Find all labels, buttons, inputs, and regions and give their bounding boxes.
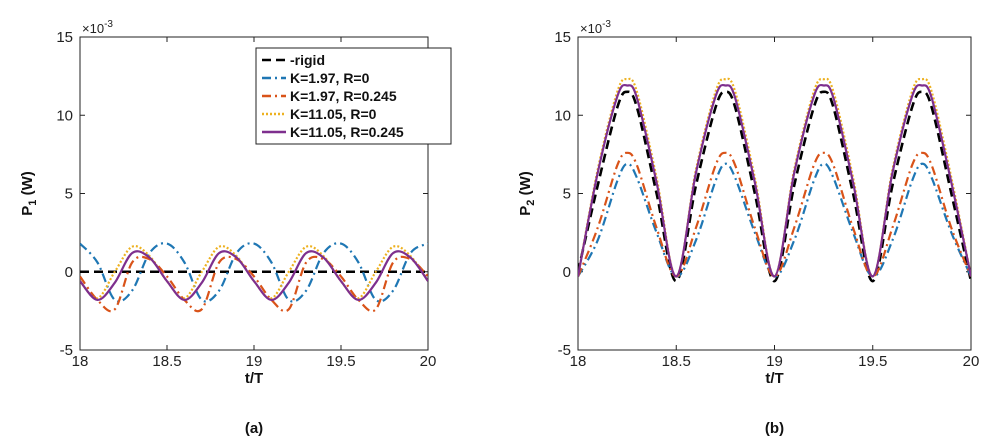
x-tick-label: 19.5 [858, 353, 887, 370]
series-line-3 [80, 255, 428, 313]
y-tick-label: 10 [554, 107, 571, 124]
chart-panel-a: 18 18.5 19 19.5 20 -5 0 5 10 15 ×10-3 t/T P1 (W) -rig… [19, 19, 452, 437]
y-tick-label: -5 [558, 342, 571, 359]
y-tick-label: 15 [56, 29, 73, 46]
series-line-5 [578, 83, 971, 278]
series-group [80, 242, 428, 313]
x-tick-label: 19 [246, 353, 263, 370]
x-axis-label: t/T [245, 370, 263, 387]
x-tick-label: 19.5 [326, 353, 355, 370]
y-tick-label: 0 [563, 264, 571, 281]
x-tick-label: 20 [420, 353, 437, 370]
y-tick-label: 5 [563, 186, 571, 203]
y-tick-label: 0 [65, 264, 73, 281]
series-line-1 [578, 90, 971, 283]
series-line-5 [80, 250, 428, 302]
y-axis-label-unit: (W) [19, 171, 36, 199]
y-axis-label-subscript: 2 [525, 200, 537, 206]
y-axis-label-unit: (W) [517, 171, 534, 199]
x-tick-label: 20 [963, 353, 980, 370]
legend-entry: K=1.97, R=0 [290, 70, 370, 86]
x-tick-label: 18 [570, 353, 587, 370]
y-tick-label: 10 [56, 107, 73, 124]
legend-entry: K=11.05, R=0.245 [290, 124, 404, 140]
y-multiplier-exponent: -3 [104, 19, 113, 30]
x-tick-label: 19 [766, 353, 783, 370]
x-tick-label: 18 [72, 353, 89, 370]
legend-box [255, 47, 452, 145]
series-line-2 [578, 162, 971, 278]
y-axis-label: P2 (W) [517, 171, 537, 215]
y-axis-label: P1 (W) [19, 171, 39, 215]
y-multiplier-base: ×10 [82, 21, 104, 36]
subfigure-label: (a) [245, 420, 263, 437]
y-axis-label-main: P [517, 206, 534, 216]
x-tick-label: 18.5 [662, 353, 691, 370]
y-multiplier: ×10-3 [580, 19, 611, 36]
y-axis-label-subscript: 1 [27, 200, 39, 206]
legend-entry: K=11.05, R=0 [290, 106, 377, 122]
legend-entry: K=1.97, R=0.245 [290, 88, 397, 104]
y-tick-label: 5 [65, 186, 73, 203]
y-tick-label: 15 [554, 29, 571, 46]
legend-entry: -rigid [290, 52, 325, 68]
y-multiplier-exponent: -3 [602, 19, 611, 30]
y-multiplier-base: ×10 [580, 21, 602, 36]
axes-box [577, 36, 972, 351]
series-line-4 [80, 245, 428, 300]
y-tick-label: -5 [60, 342, 73, 359]
chart-panel-b: 18 18.5 19 19.5 20 -5 0 5 10 15 ×10-3 t/T P2 (W) (b) [517, 19, 979, 437]
subfigure-label: (b) [765, 420, 784, 437]
series-line-2 [80, 242, 428, 303]
series-line-3 [578, 151, 971, 278]
x-tick-label: 18.5 [152, 353, 181, 370]
x-axis-label: t/T [765, 370, 783, 387]
y-multiplier: ×10-3 [82, 19, 113, 36]
legend: -rigid K=1.97, R=0 K=1.97, R=0.245 K=11.05,… [255, 47, 452, 145]
series-group [578, 77, 971, 283]
y-axis-label-main: P [19, 206, 36, 216]
